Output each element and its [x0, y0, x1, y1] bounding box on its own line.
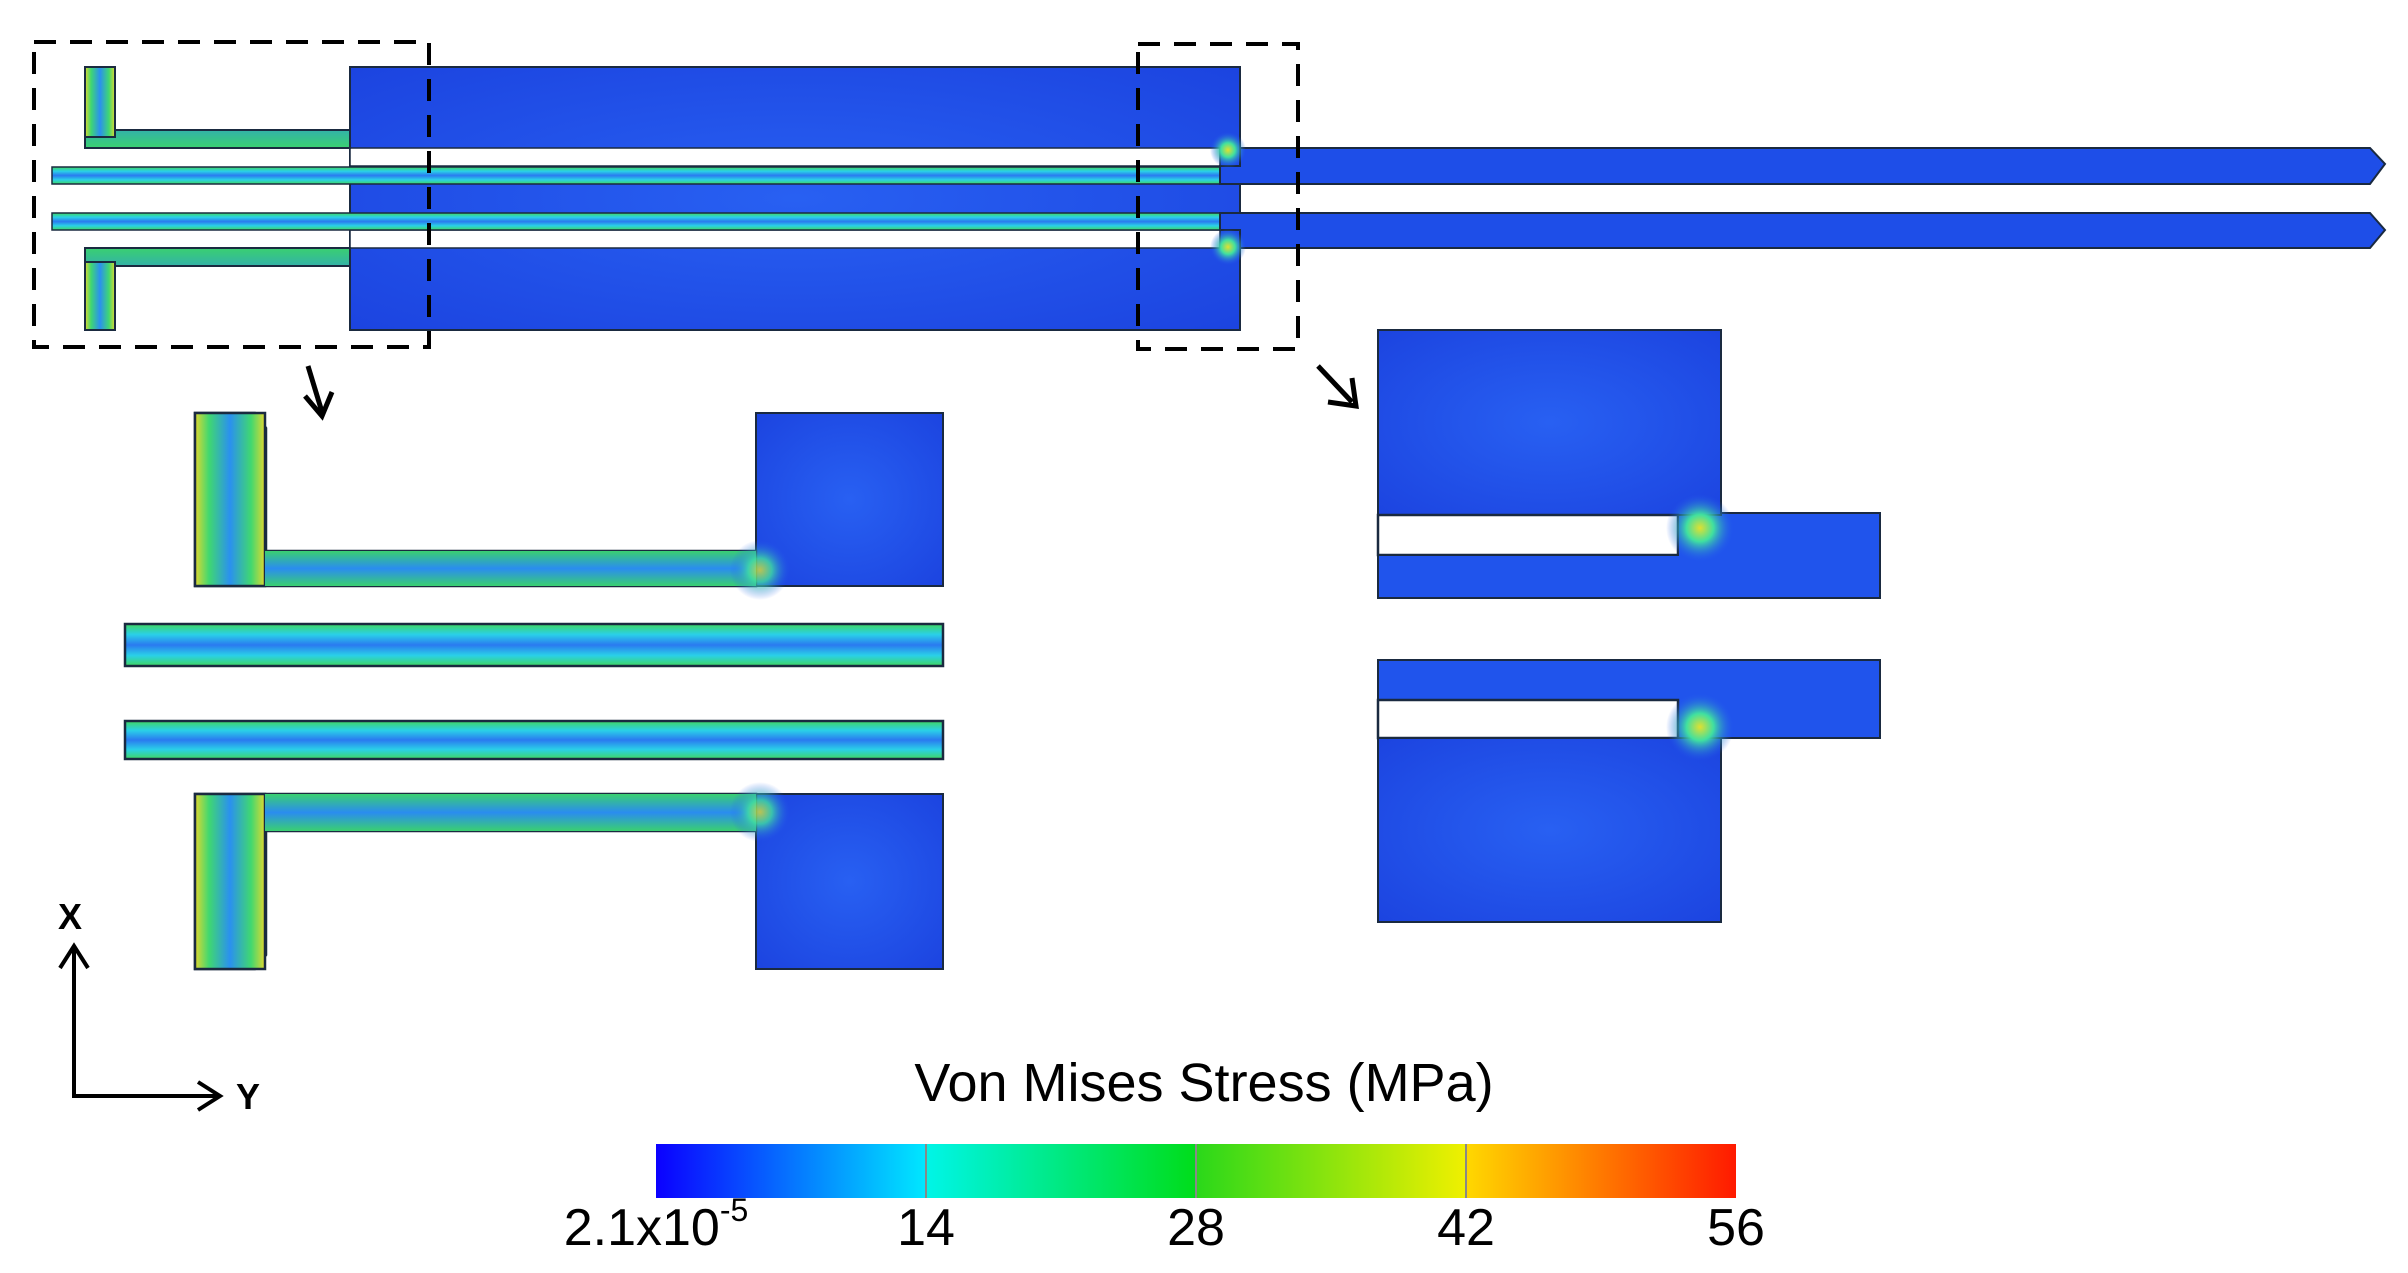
junction-hotspot-lower — [1210, 229, 1246, 265]
colorbar-segment-1 — [656, 1144, 926, 1198]
zoom-post-upper — [193, 411, 267, 588]
output-arm-upper — [1219, 147, 2387, 185]
rzoom-block-lower — [1377, 737, 1722, 923]
left-anchor-upper — [84, 66, 351, 149]
zoom-hotspot-upper — [730, 540, 790, 600]
colorbar-tick-56: 56 — [1707, 1199, 1765, 1257]
slot-upper — [349, 147, 1221, 167]
rzoom-hotspot-upper — [1666, 494, 1734, 562]
colorbar — [656, 1144, 1736, 1198]
colorbar-min-exponent: -5 — [719, 1192, 749, 1228]
axis-x-label: X — [58, 896, 83, 937]
zoom-arm-lower — [265, 794, 756, 831]
slot-lower — [349, 229, 1221, 249]
full-structure-view — [51, 66, 2387, 331]
axis-x-arrowhead — [58, 942, 90, 970]
left-zoom-detail — [123, 411, 945, 971]
colorbar-segment-2 — [926, 1144, 1196, 1198]
coordinate-axes — [58, 942, 224, 1112]
colorbar-tick-28: 28 — [1167, 1199, 1225, 1257]
rzoom-slot-lower — [1376, 698, 1680, 740]
colorbar-segment-3 — [1196, 1144, 1466, 1198]
arrow-left-zoom — [303, 365, 335, 421]
right-zoom-detail — [1376, 329, 1881, 923]
zoom-frame-left — [32, 40, 431, 349]
rzoom-block-upper — [1377, 329, 1722, 516]
left-post-lower — [84, 261, 116, 331]
left-post-upper — [84, 66, 116, 138]
colorbar-min-base: 2.1x10 — [563, 1199, 720, 1257]
flexure-beam-lower — [51, 212, 1221, 231]
colorbar-min-label: 2.1x10-5 — [563, 1192, 749, 1258]
colorbar-segment-4 — [1466, 1144, 1736, 1198]
junction-hotspot-upper — [1210, 132, 1246, 168]
axis-y-arrowhead — [196, 1080, 224, 1112]
colorbar-tick-42: 42 — [1437, 1199, 1495, 1257]
rzoom-slot-upper — [1376, 513, 1680, 557]
zoom-arm-upper — [265, 551, 756, 586]
output-arm-lower — [1219, 212, 2387, 249]
zoom-frame-right — [1136, 42, 1300, 351]
arrow-right-zoom — [1316, 364, 1359, 409]
flexure-beam-upper — [51, 166, 1221, 185]
axis-y-label: Y — [236, 1076, 261, 1117]
main-block — [349, 66, 1241, 331]
colorbar-title: Von Mises Stress (MPa) — [914, 1053, 1494, 1113]
zoom-block-upper — [755, 412, 944, 587]
zoom-beam-upper — [123, 622, 945, 668]
zoom-beam-lower — [123, 719, 945, 761]
rzoom-hotspot-lower — [1666, 693, 1734, 761]
left-anchor-lower — [84, 247, 351, 331]
colorbar-tick-14: 14 — [897, 1199, 955, 1257]
zoom-hotspot-lower — [730, 782, 790, 842]
zoom-post-lower — [193, 792, 267, 971]
